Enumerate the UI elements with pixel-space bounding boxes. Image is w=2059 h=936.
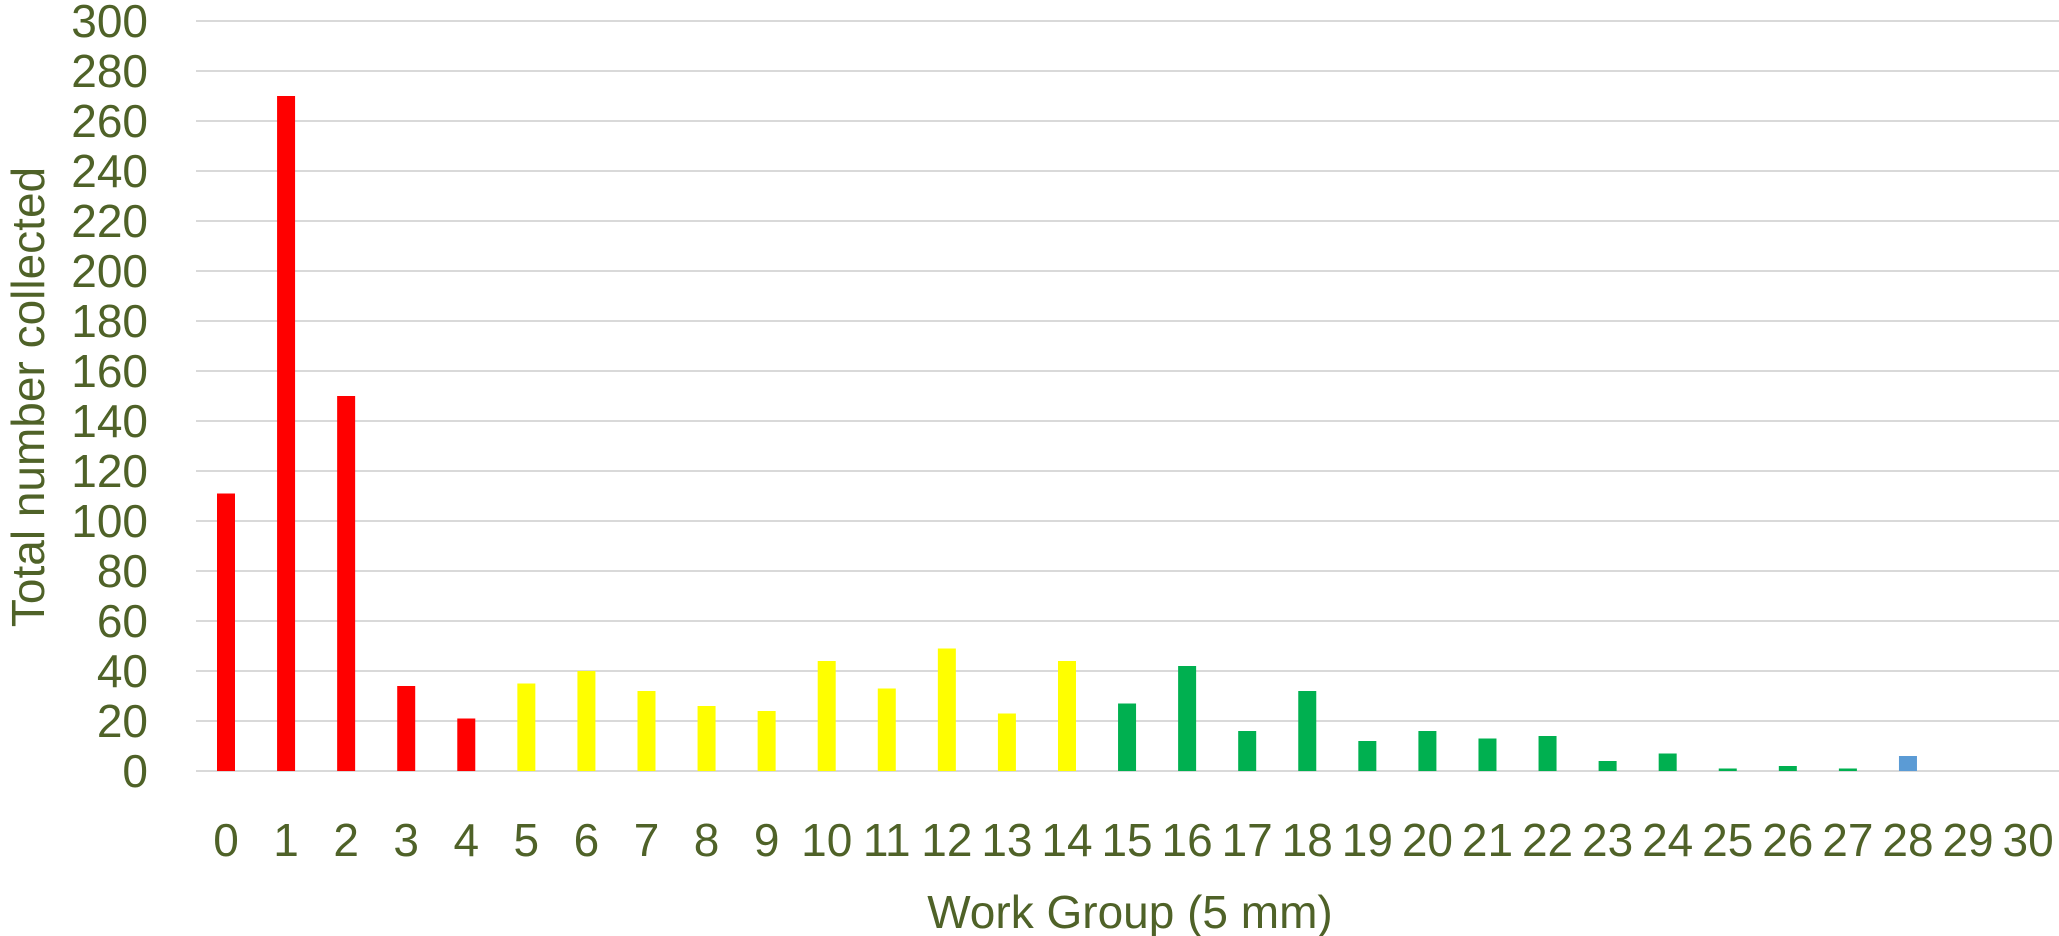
x-tick-label: 21 [1462,814,1513,866]
bar-10 [817,661,836,771]
bar-19 [1358,741,1377,771]
x-tick-label: 14 [1041,814,1092,866]
x-tick-label: 19 [1342,814,1393,866]
bar-2 [337,396,356,771]
y-axis-title: Total number collected [2,167,54,627]
y-tick-label: 120 [71,445,148,497]
bar-17 [1238,731,1257,771]
bar-5 [517,683,536,771]
x-tick-label: 16 [1162,814,1213,866]
y-tick-label: 40 [97,645,148,697]
x-tick-label: 18 [1282,814,1333,866]
x-tick-label: 9 [754,814,780,866]
x-tick-label: 5 [514,814,540,866]
x-tick-label: 23 [1582,814,1633,866]
x-tick-label: 26 [1762,814,1813,866]
bar-8 [697,706,716,771]
y-tick-label: 180 [71,295,148,347]
bar-25 [1718,768,1737,771]
bar-26 [1778,766,1797,771]
bar-0 [217,493,235,771]
x-tick-label: 28 [1882,814,1933,866]
bar-1 [277,96,296,771]
bar-18 [1298,691,1317,771]
y-tick-label: 240 [71,145,148,197]
bar-21 [1478,738,1497,771]
bar-4 [457,718,476,771]
bar-20 [1418,731,1437,771]
x-tick-label: 12 [921,814,972,866]
x-tick-label: 30 [2003,814,2054,866]
x-tick-label: 8 [694,814,720,866]
x-tick-label: 4 [453,814,479,866]
y-tick-label: 300 [71,0,148,47]
x-axis-title: Work Group (5 mm) [927,886,1333,936]
bar-28 [1898,756,1917,771]
bar-16 [1178,666,1197,771]
x-tick-label: 20 [1402,814,1453,866]
y-tick-label: 260 [71,95,148,147]
x-tick-label: 6 [574,814,600,866]
x-tick-label: 22 [1522,814,1573,866]
bar-11 [877,688,896,771]
y-tick-label: 160 [71,345,148,397]
y-tick-label: 60 [97,595,148,647]
bar-7 [637,691,656,771]
y-tick-label: 140 [71,395,148,447]
x-tick-label: 1 [273,814,299,866]
x-tick-label: 10 [801,814,852,866]
bar-12 [937,648,956,771]
bar-24 [1658,753,1677,771]
y-tick-label: 20 [97,695,148,747]
x-tick-label: 27 [1822,814,1873,866]
x-tick-label: 24 [1642,814,1693,866]
y-tick-label: 200 [71,245,148,297]
bar-22 [1538,736,1557,771]
x-tick-label: 3 [393,814,419,866]
x-tick-label: 25 [1702,814,1753,866]
bars [217,96,1917,771]
y-tick-label: 0 [122,745,148,797]
x-tick-label: 15 [1101,814,1152,866]
y-axis-ticks: 0204060801001201401601802002202402602803… [71,0,148,797]
x-tick-label: 13 [981,814,1032,866]
x-tick-label: 7 [634,814,660,866]
bar-13 [997,713,1016,771]
x-axis-ticks: 0 1 2 3 4 5 6 7 8 9 10 11 12 13 14 15 16 17 18 19 20 21 22 23 24… [213,814,2053,866]
bar-3 [397,686,416,771]
bar-27 [1838,768,1857,771]
x-tick-label: 29 [1942,814,1993,866]
x-tick-label: 17 [1222,814,1273,866]
bar-15 [1118,703,1137,771]
bar-6 [577,671,596,771]
x-tick-label: 11 [863,814,911,866]
bar-14 [1057,661,1076,771]
x-tick-label: 0 [213,814,239,866]
gridlines [196,20,2059,772]
y-tick-label: 80 [97,545,148,597]
y-tick-label: 280 [71,45,148,97]
x-tick-label: 2 [333,814,359,866]
y-tick-label: 100 [71,495,148,547]
y-tick-label: 220 [71,195,148,247]
bar-9 [757,711,776,771]
bar-23 [1598,761,1617,771]
